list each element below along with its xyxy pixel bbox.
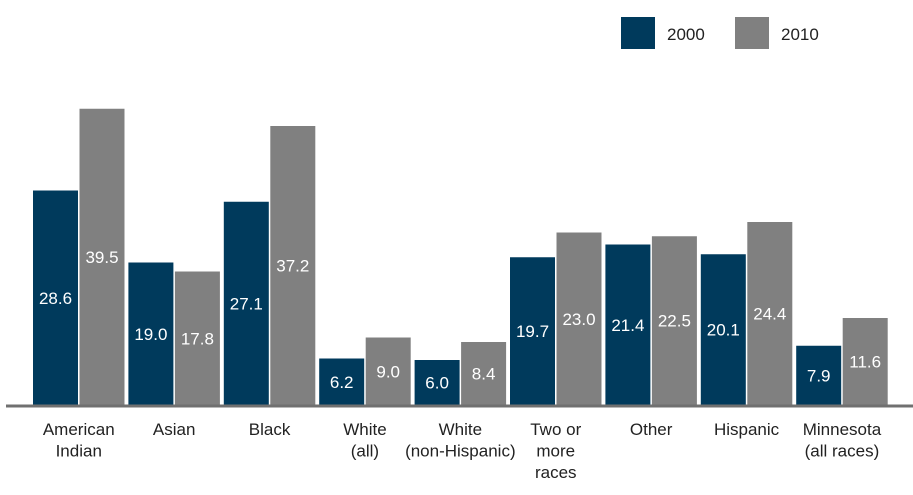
bar-2000-1 bbox=[128, 262, 174, 405]
legend-swatch-2000 bbox=[621, 17, 655, 49]
data-label-2010-6: 22.5 bbox=[658, 312, 691, 331]
category-label-3: White (all) bbox=[343, 420, 386, 461]
category-label-line: (all) bbox=[351, 442, 379, 461]
data-label-2000-8: 7.9 bbox=[807, 366, 831, 385]
category-label-4: White (non-Hispanic) bbox=[405, 420, 516, 461]
data-label-2000-3: 6.2 bbox=[330, 373, 354, 392]
bar-2000-5 bbox=[510, 257, 555, 405]
data-label-2010-1: 17.8 bbox=[181, 329, 214, 348]
bar-2000-2 bbox=[223, 201, 269, 405]
bar-2010-6 bbox=[651, 236, 697, 405]
category-label-line: Minnesota bbox=[803, 420, 882, 439]
bar-2000-0 bbox=[33, 190, 78, 405]
category-label-line: White bbox=[439, 420, 482, 439]
bar-2010-0 bbox=[79, 108, 125, 405]
bar-2010-8 bbox=[842, 318, 888, 405]
legend: 2000 2010 bbox=[621, 17, 819, 49]
data-label-2000-5: 19.7 bbox=[516, 322, 549, 341]
category-label-line: (all races) bbox=[805, 442, 880, 461]
data-label-2010-3: 9.0 bbox=[376, 362, 400, 381]
data-label-2010-0: 39.5 bbox=[85, 248, 118, 267]
data-label-2010-4: 8.4 bbox=[472, 365, 496, 384]
category-label-line: Hispanic bbox=[714, 420, 780, 439]
category-label-8: Minnesota (all races) bbox=[803, 420, 882, 461]
data-label-2000-7: 20.1 bbox=[707, 321, 740, 340]
bar-2010-2 bbox=[270, 126, 316, 405]
category-label-6: Other bbox=[630, 420, 673, 439]
category-label-line: White bbox=[343, 420, 386, 439]
legend-label-2000: 2000 bbox=[667, 25, 705, 44]
bar-2000-3 bbox=[319, 358, 365, 405]
category-label-line: Indian bbox=[56, 442, 102, 461]
category-label-5: Two or more races bbox=[530, 420, 581, 482]
category-labels-layer: American Indian Asian Black White (all) White (… bbox=[43, 420, 882, 482]
bar-2000-7 bbox=[700, 254, 746, 405]
category-label-7: Hispanic bbox=[714, 420, 780, 439]
data-label-2000-6: 21.4 bbox=[611, 316, 644, 335]
bar-2010-5 bbox=[556, 232, 602, 405]
category-label-0: American Indian bbox=[43, 420, 115, 461]
bars-layer bbox=[33, 108, 888, 405]
bar-2010-7 bbox=[747, 222, 793, 405]
data-label-2010-5: 23.0 bbox=[562, 310, 595, 329]
data-label-2000-1: 19.0 bbox=[134, 325, 167, 344]
category-label-1: Asian bbox=[153, 420, 196, 439]
data-label-2000-4: 6.0 bbox=[425, 374, 449, 393]
bar-2000-4 bbox=[414, 360, 460, 405]
bar-2000-6 bbox=[605, 244, 651, 405]
category-label-line: Other bbox=[630, 420, 673, 439]
category-label-line: races bbox=[535, 463, 577, 482]
data-label-2010-8: 11.6 bbox=[849, 353, 881, 372]
data-label-2000-2: 27.1 bbox=[230, 294, 263, 313]
bar-2010-3 bbox=[365, 337, 411, 405]
category-label-2: Black bbox=[249, 420, 291, 439]
bar-labels-layer: 28.6 39.5 19.0 17.8 27.1 37.2 6.2 9.0 6.0 8.4 19.7… bbox=[39, 248, 881, 393]
bar-2010-4 bbox=[461, 342, 507, 405]
data-label-2010-7: 24.4 bbox=[753, 305, 786, 324]
legend-label-2010: 2010 bbox=[781, 25, 819, 44]
category-label-line: more bbox=[536, 442, 575, 461]
category-label-line: Black bbox=[249, 420, 291, 439]
bar-2000-8 bbox=[796, 345, 842, 405]
data-label-2010-2: 37.2 bbox=[276, 257, 309, 276]
category-label-line: Two or bbox=[530, 420, 581, 439]
data-label-2000-0: 28.6 bbox=[39, 289, 72, 308]
category-label-line: Asian bbox=[153, 420, 196, 439]
category-label-line: American bbox=[43, 420, 115, 439]
bar-2010-1 bbox=[174, 271, 220, 405]
legend-swatch-2010 bbox=[735, 17, 769, 49]
category-label-line: (non-Hispanic) bbox=[405, 442, 516, 461]
